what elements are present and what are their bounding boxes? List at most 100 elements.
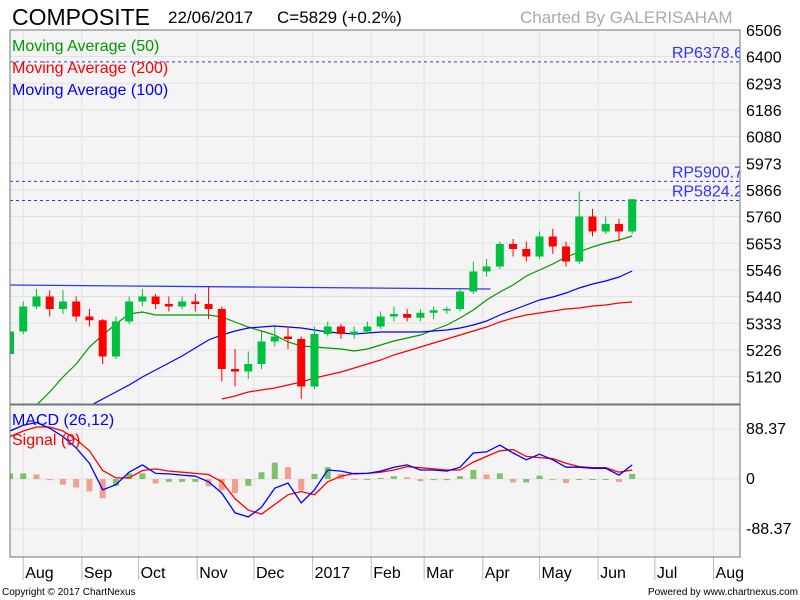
candle-body	[204, 304, 213, 309]
candle-body	[495, 244, 504, 267]
y-tick-label: 5653	[746, 236, 782, 253]
y-tick-label: 6293	[746, 76, 782, 93]
x-tick-label: Feb	[373, 565, 401, 582]
macd-histogram-bar	[602, 479, 609, 481]
candle-body	[416, 312, 425, 318]
candle-body	[32, 296, 41, 307]
candle	[178, 296, 187, 309]
x-tick-label: Jul	[657, 565, 677, 582]
candle	[45, 290, 54, 317]
price-panel-border	[9, 29, 741, 405]
candle-body	[588, 216, 597, 232]
ma100-line	[91, 270, 633, 404]
candle	[297, 336, 306, 399]
macd-histogram-bar	[192, 479, 199, 482]
candle	[85, 309, 94, 327]
candle-body	[72, 301, 81, 317]
candle	[389, 306, 398, 322]
candle-body	[562, 246, 571, 262]
candle-body	[376, 316, 385, 327]
macd-histogram-bar	[417, 479, 424, 482]
candle-body	[442, 309, 451, 311]
candle-body	[191, 301, 200, 304]
resistance-label: RP5824.2	[672, 183, 743, 200]
macd-histogram-bar	[377, 477, 384, 480]
candle	[548, 229, 557, 254]
macd-histogram-bar	[351, 479, 358, 481]
candle-body	[244, 364, 253, 372]
symbol-title: COMPOSITE	[12, 4, 151, 30]
candle	[32, 289, 41, 309]
ma200-line	[221, 301, 633, 400]
candle-body	[336, 326, 345, 334]
macd-histogram-bar	[126, 473, 133, 480]
candle	[231, 349, 240, 387]
candle-body	[469, 271, 478, 292]
candle	[614, 219, 623, 242]
candle-body	[389, 314, 398, 317]
y-tick-label: 5760	[746, 210, 782, 227]
x-tick-label: Mar	[426, 565, 454, 582]
candle	[456, 289, 465, 312]
macd-histogram-bar	[285, 467, 292, 480]
macd-histogram-bar	[390, 476, 397, 480]
candle-body	[164, 304, 173, 307]
candle	[217, 306, 226, 382]
macd-histogram-bar	[33, 474, 40, 480]
candle	[601, 216, 610, 234]
macd-histogram-bar	[179, 479, 186, 482]
y-tick-label: 6400	[746, 50, 782, 67]
candle-body	[601, 224, 610, 232]
candle-body	[58, 301, 67, 309]
candle	[138, 289, 147, 307]
candle-body	[45, 296, 54, 309]
candle	[204, 286, 213, 319]
macd-histogram-bar	[112, 479, 119, 486]
x-tick-label: Nov	[199, 565, 227, 582]
macd-histogram-bar	[271, 462, 278, 480]
candle	[535, 231, 544, 259]
powered-by-link[interactable]: Powered by www.chartnexus.com	[647, 587, 798, 598]
macd-histogram-bar	[73, 479, 80, 488]
y-tick-label: 5440	[746, 290, 782, 307]
candle-body	[178, 301, 187, 307]
candle	[562, 241, 571, 267]
macd-histogram-bar	[576, 479, 583, 481]
x-tick-label: Aug	[25, 565, 53, 582]
macd-histogram-bar	[258, 472, 265, 480]
candle-body	[297, 339, 306, 387]
candle-body	[10, 331, 14, 354]
candle-body	[85, 316, 94, 321]
macd-histogram-bar	[139, 473, 146, 480]
candle-body	[310, 334, 319, 387]
macd-y-tick-label: -88.37	[746, 521, 791, 538]
macd-histogram-bar	[615, 479, 622, 482]
x-tick-label: Jun	[600, 565, 626, 582]
y-tick-label: 5333	[746, 316, 782, 333]
candle-body	[363, 326, 372, 332]
candle	[442, 306, 451, 314]
macd-histogram-bar	[20, 473, 27, 480]
x-tick-label: 2017	[315, 565, 351, 582]
candle-body	[151, 296, 160, 304]
macd-histogram-bar	[298, 479, 305, 491]
x-tick-label: Apr	[485, 565, 511, 582]
macd-histogram-bar	[311, 473, 318, 480]
macd-histogram-bar	[46, 479, 53, 481]
candle-body	[522, 249, 531, 257]
resistance-label: RP5900.7	[672, 164, 743, 181]
candle	[429, 306, 438, 319]
candle	[72, 296, 81, 322]
candle-body	[350, 331, 359, 334]
candle	[363, 321, 372, 334]
x-tick-label: Aug	[716, 565, 744, 582]
price-plot	[10, 30, 740, 404]
candle-body	[284, 336, 293, 339]
candle-body	[429, 310, 438, 313]
x-tick-label: May	[542, 565, 572, 582]
candle-body	[138, 296, 147, 302]
charted-by-credit: Charted By GALERISAHAM	[520, 8, 733, 27]
macd-histogram-bar	[218, 479, 225, 491]
candle-body	[535, 236, 544, 257]
